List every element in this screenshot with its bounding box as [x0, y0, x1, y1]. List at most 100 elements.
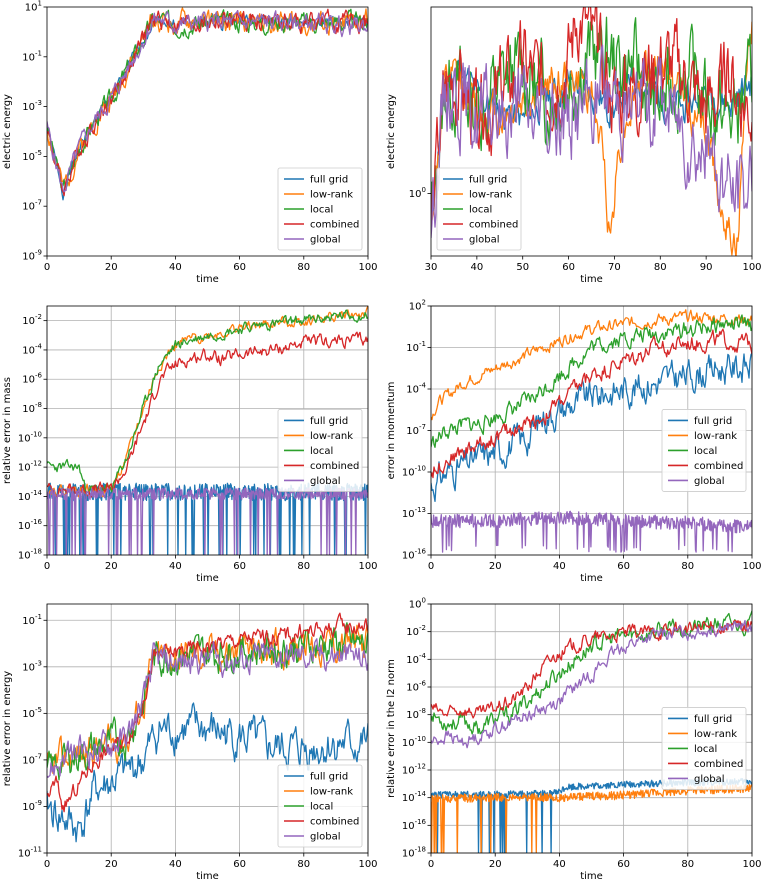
x-tick-label: 70: [608, 262, 621, 273]
y-tick-label: 10-4: [406, 652, 426, 666]
y-tick-label: 10-8: [406, 707, 426, 721]
y-tick-label: 10-9: [22, 249, 42, 263]
series-line-local: [47, 8, 368, 189]
subplot-p1: 0 20 40 60 80 100 10-9 10-7 10-5 10-3 10-1 101 time e…: [2, 0, 378, 285]
x-tick-label: 100: [742, 859, 761, 870]
axes-frame: [46, 6, 369, 257]
legend-label: low-rank: [694, 729, 737, 740]
legend-label: local: [469, 205, 492, 216]
legend-label: local: [694, 446, 717, 457]
x-tick-label: 40: [169, 561, 182, 572]
series-line-global: [431, 44, 752, 238]
series-line-combined: [431, 7, 752, 227]
y-tick-label: 10-12: [18, 460, 42, 474]
y-tick-label: 10-10: [402, 465, 426, 479]
legend-label: low-rank: [469, 190, 512, 201]
series-line-full-grid: [47, 702, 368, 843]
x-tick-label: 20: [489, 561, 502, 572]
legend-label: low-rank: [310, 190, 353, 201]
legend-label: combined: [469, 220, 518, 231]
subplot-p4: 0 20 40 60 80 100 10-16 10-13 10-10 10-7 10-4 10-1 1…: [386, 299, 762, 585]
y-tick-label: 10-2: [406, 624, 426, 638]
x-tick-label: 20: [105, 859, 118, 870]
x-tick-label: 60: [233, 262, 246, 273]
legend-label: combined: [694, 461, 743, 472]
legend-box: [661, 707, 747, 790]
legend-label: full grid: [310, 416, 348, 427]
series-line-combined: [431, 620, 752, 719]
x-tick-label: 80: [654, 262, 667, 273]
y-tick-label: 10-9: [22, 799, 42, 813]
y-axis-label: electric energy: [2, 94, 13, 169]
axes-frame: [430, 603, 753, 854]
series-line-global: [431, 510, 752, 553]
x-tick-label: 80: [297, 561, 310, 572]
y-axis-label: electric energy: [386, 94, 397, 169]
legend: full grid low-rank local combined global: [277, 764, 363, 848]
x-tick-label: 80: [681, 859, 694, 870]
y-tick-label: 10-13: [402, 506, 426, 520]
y-tick-label: 100: [409, 597, 426, 611]
y-tick-label: 10-10: [402, 735, 426, 749]
x-tick-label: 20: [489, 859, 502, 870]
y-tick-label: 10-5: [22, 149, 42, 163]
subplot-p2: 30 40 50 60 70 80 90 100 100 time electric energy f…: [386, 6, 762, 285]
y-tick-label: 10-6: [22, 372, 42, 386]
x-axis-label: time: [196, 871, 219, 882]
x-tick-label: 0: [428, 561, 434, 572]
series-group: [47, 7, 368, 201]
y-tick-label: 10-8: [22, 401, 42, 415]
x-axis-label: time: [580, 274, 603, 285]
series-line-global: [47, 10, 368, 193]
legend-label: local: [310, 205, 333, 216]
y-tick-label: 10-11: [18, 846, 42, 860]
x-axis-label: time: [196, 573, 219, 584]
legend-box: [277, 409, 363, 492]
subplot-p5: 0 20 40 60 80 100 10-11 10-9 10-7 10-5 10-3 10-1 tim…: [2, 603, 378, 882]
x-tick-label: 0: [44, 262, 50, 273]
y-tick-label: 10-1: [22, 613, 42, 627]
series-line-combined: [47, 612, 368, 813]
x-axis-label: time: [580, 573, 603, 584]
y-tick-label: 10-10: [18, 430, 42, 444]
legend-label: full grid: [694, 416, 732, 427]
x-tick-label: 80: [297, 859, 310, 870]
y-tick-label: 102: [409, 299, 426, 313]
legend-label: global: [310, 832, 341, 843]
legend-label: global: [694, 774, 725, 785]
series-line-global: [47, 487, 368, 555]
x-tick-label: 60: [617, 859, 630, 870]
legend-label: combined: [310, 461, 359, 472]
y-tick-label: 10-18: [18, 548, 42, 562]
series-line-local: [431, 610, 752, 735]
y-tick-label: 10-3: [22, 659, 42, 673]
y-tick-label: 10-18: [402, 846, 426, 860]
x-tick-label: 40: [470, 262, 483, 273]
legend-box: [436, 167, 522, 251]
x-tick-label: 40: [553, 859, 566, 870]
legend: full grid low-rank local combined global: [277, 409, 363, 492]
x-tick-label: 0: [44, 561, 50, 572]
y-tick-label: 10-2: [22, 313, 42, 327]
x-tick-label: 0: [428, 859, 434, 870]
legend-label: full grid: [694, 714, 732, 725]
subplot-p3: 0 20 40 60 80 100 10-18 10-16 10-14 10-12 10-10 10-…: [2, 305, 378, 584]
legend-label: global: [469, 235, 500, 246]
legend-box: [277, 167, 363, 251]
legend: full grid low-rank local combined global: [661, 409, 747, 492]
legend-box: [661, 409, 747, 492]
subplot-p6: 0 20 40 60 80 100 10-18 10-16 10-14 10-12 10-10 10-…: [386, 597, 762, 883]
x-axis-label: time: [196, 274, 219, 285]
series-line-full-grid: [431, 777, 752, 853]
legend-label: low-rank: [310, 787, 353, 798]
y-tick-label: 10-4: [406, 382, 426, 396]
legend: full grid low-rank local combined global: [277, 167, 363, 251]
x-tick-label: 40: [169, 262, 182, 273]
series-line-combined: [47, 331, 368, 499]
y-tick-label: 10-1: [22, 49, 42, 63]
legend-label: local: [310, 802, 333, 813]
y-tick-label: 10-16: [402, 548, 427, 562]
series-group: [431, 309, 752, 553]
x-tick-label: 0: [44, 859, 50, 870]
x-tick-label: 100: [742, 561, 761, 572]
